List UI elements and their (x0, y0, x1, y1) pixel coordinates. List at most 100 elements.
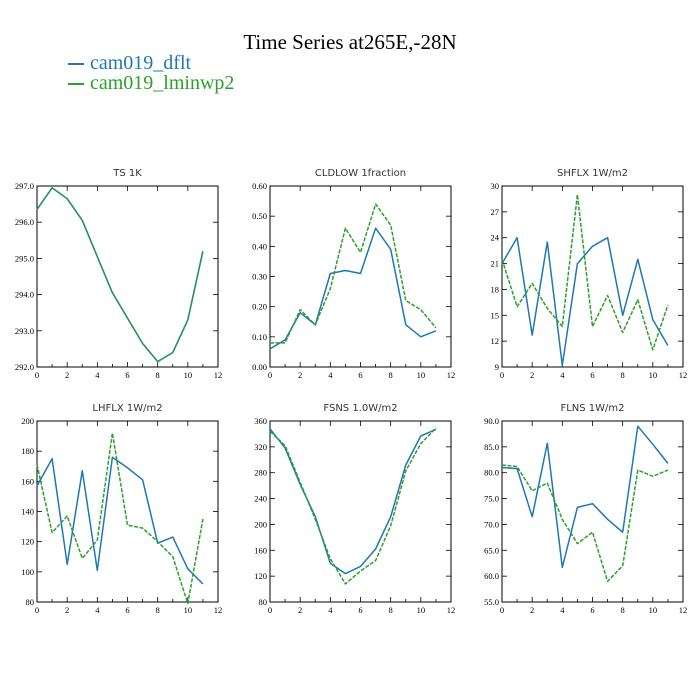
x-tick-label: 4 (95, 370, 100, 380)
x-tick-label: 6 (590, 370, 594, 380)
x-tick-label: 0 (268, 605, 272, 615)
series-line-lminwp2 (270, 203, 437, 344)
y-tick-label: 9 (495, 362, 499, 372)
x-tick-label: 0 (500, 370, 504, 380)
y-tick-label: 30 (491, 181, 500, 191)
x-tick-label: 4 (560, 605, 565, 615)
x-tick-label: 2 (65, 370, 69, 380)
panel-title: FSNS 1.0W/m2 (323, 403, 397, 414)
series-line-lminwp2 (501, 464, 669, 583)
panel-title: TS 1K (112, 168, 142, 179)
y-tick-label: 15 (491, 310, 500, 320)
y-tick-label: 160 (21, 476, 34, 486)
x-tick-label: 0 (35, 605, 39, 615)
series-line-lminwp2 (36, 187, 204, 363)
x-tick-label: 10 (417, 605, 426, 615)
y-tick-label: 18 (491, 284, 500, 294)
x-tick-label: 0 (35, 370, 39, 380)
y-tick-label: 280 (254, 468, 267, 478)
y-tick-label: 320 (254, 442, 267, 452)
y-tick-label: 0.30 (252, 272, 267, 282)
y-tick-label: 200 (21, 416, 34, 426)
series-line-lminwp2 (501, 193, 669, 351)
legend-label-dflt: cam019_dflt (90, 52, 192, 74)
x-tick-label: 12 (214, 605, 223, 615)
x-tick-label: 12 (214, 370, 223, 380)
x-tick-label: 6 (358, 370, 362, 380)
x-tick-label: 2 (530, 370, 534, 380)
y-tick-label: 296.0 (15, 217, 34, 227)
panel-title: CLDLOW 1fraction (315, 168, 406, 179)
x-tick-label: 10 (184, 605, 193, 615)
x-tick-label: 0 (500, 605, 504, 615)
series-line-dflt (501, 425, 669, 569)
legend-entry-lminwp2: cam019_lminwp2 (68, 72, 234, 95)
y-tick-label: 140 (21, 507, 34, 517)
y-tick-label: 27 (491, 207, 500, 217)
legend-label-lminwp2: cam019_lminwp2 (90, 72, 235, 94)
y-tick-label: 100 (21, 567, 34, 577)
x-tick-label: 10 (649, 370, 658, 380)
y-tick-label: 60.0 (484, 571, 499, 581)
y-tick-label: 0.60 (252, 181, 267, 191)
x-tick-label: 6 (590, 605, 594, 615)
y-tick-label: 80 (26, 597, 35, 607)
chart-panel-2: CLDLOW 1fraction 0 2 4 6 8 10 12 0.00 0.10 0.20 0.3… (252, 168, 455, 380)
y-tick-label: 297.0 (15, 181, 34, 191)
chart-panel-1: TS 1K 0 2 4 6 8 10 12 292.0 293.0 294.0 295.0 296.0 2… (15, 168, 222, 380)
y-tick-label: 295.0 (15, 253, 34, 263)
y-tick-label: 80 (259, 597, 268, 607)
x-tick-label: 2 (530, 605, 534, 615)
x-tick-label: 10 (417, 370, 426, 380)
y-tick-label: 0.20 (252, 302, 267, 312)
y-tick-label: 180 (21, 446, 34, 456)
plot-frame (36, 420, 219, 603)
x-tick-label: 4 (560, 370, 565, 380)
x-tick-label: 12 (679, 370, 688, 380)
y-tick-label: 90.0 (484, 416, 499, 426)
x-tick-label: 6 (125, 605, 129, 615)
series-line-dflt (269, 227, 437, 350)
x-tick-label: 2 (298, 605, 302, 615)
y-tick-label: 0.00 (252, 362, 267, 372)
x-tick-label: 8 (156, 370, 160, 380)
y-tick-label: 24 (491, 233, 500, 243)
y-tick-label: 0.10 (252, 332, 267, 342)
y-tick-label: 0.50 (252, 211, 267, 221)
x-tick-label: 8 (389, 370, 393, 380)
y-tick-label: 120 (254, 571, 267, 581)
y-tick-label: 292.0 (15, 362, 34, 372)
plot-frame (269, 420, 452, 603)
series-line-dflt (501, 236, 669, 367)
legend-swatch-dflt (68, 63, 84, 66)
x-tick-label: 8 (389, 605, 393, 615)
x-tick-label: 10 (649, 605, 658, 615)
y-tick-label: 55.0 (484, 597, 499, 607)
x-tick-label: 2 (298, 370, 302, 380)
y-tick-label: 200 (254, 519, 267, 529)
y-tick-label: 70.0 (484, 519, 499, 529)
x-tick-label: 12 (447, 605, 456, 615)
series-line-dflt (36, 456, 204, 585)
y-tick-label: 294.0 (15, 290, 34, 300)
x-tick-label: 4 (95, 605, 100, 615)
panel-title: SHFLX 1W/m2 (557, 168, 628, 179)
x-tick-label: 12 (679, 605, 688, 615)
chart-panel-6: FLNS 1W/m2 0 2 4 6 8 10 12 55.0 60.0 65.0 70.0 75.0 8… (484, 403, 687, 615)
y-tick-label: 240 (254, 494, 267, 504)
series-line-dflt (269, 428, 437, 575)
y-tick-label: 75.0 (484, 494, 499, 504)
panel-title: LHFLX 1W/m2 (92, 403, 162, 414)
x-tick-label: 8 (156, 605, 160, 615)
series-line-lminwp2 (36, 432, 204, 605)
y-tick-label: 120 (21, 537, 34, 547)
x-tick-label: 2 (65, 605, 69, 615)
y-tick-label: 360 (254, 416, 267, 426)
y-tick-label: 160 (254, 545, 267, 555)
x-tick-label: 0 (268, 370, 272, 380)
y-tick-label: 85.0 (484, 442, 499, 452)
x-tick-label: 4 (328, 605, 333, 615)
